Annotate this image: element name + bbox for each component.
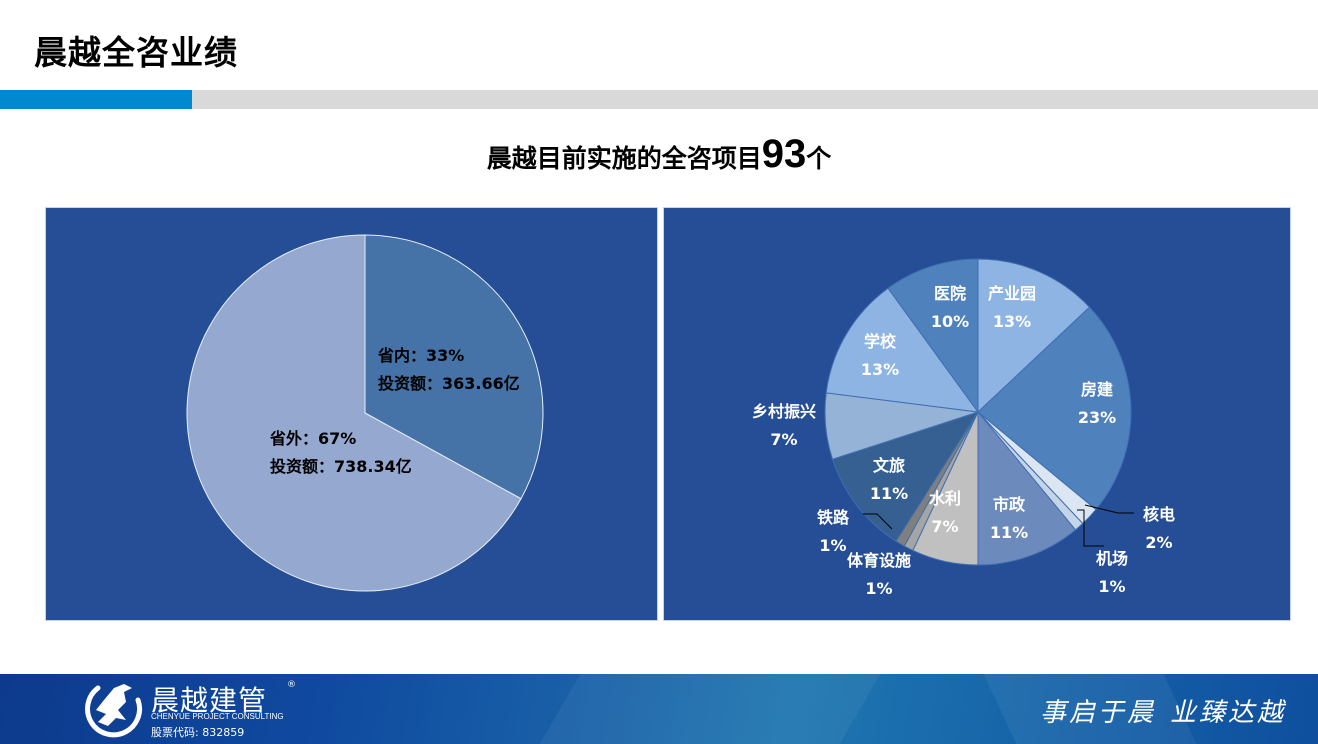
label-学校: 学校 13%: [860, 332, 900, 379]
subtitle-suffix: 个: [806, 144, 832, 173]
page-title: 晨越全咨业绩: [34, 33, 238, 72]
pie-slice-文旅: [831, 411, 980, 542]
title-accent-bar: [0, 90, 192, 109]
pie-slice-医院: [887, 258, 979, 414]
chart-subtitle: 晨越目前实施的全咨项目93个: [0, 132, 1318, 177]
label-医院: 医院 10%: [930, 284, 970, 331]
pie-slice-学校: [825, 287, 980, 413]
label-out-province: 省外：67% 投资额：738.34亿: [270, 425, 412, 481]
label-核电: 核电 2%: [1142, 505, 1175, 552]
label-房建: 房建 23%: [1077, 380, 1117, 427]
company-slogan: 事启于晨 业臻达越: [1040, 698, 1287, 728]
pie-slice-房建: [977, 306, 1132, 511]
pie-slice-产业园: [977, 258, 1091, 414]
pie-slice-省内: [364, 234, 544, 500]
category-pie-chart: [824, 258, 1134, 566]
out-province-share: 省外：67%: [270, 429, 357, 448]
label-铁路: 铁路 1%: [816, 508, 849, 555]
label-体育设施: 体育设施 1%: [846, 551, 911, 598]
label-机场: 机场 1%: [1095, 549, 1128, 596]
subtitle-prefix: 晨越目前实施的全咨项目: [486, 144, 762, 173]
horse-logo-icon: [85, 684, 143, 738]
out-province-investment: 投资额：738.34亿: [270, 457, 412, 476]
label-乡村振兴: 乡村振兴 7%: [751, 402, 816, 449]
registered-mark: ®: [287, 680, 296, 690]
project-count: 93: [761, 132, 807, 176]
province-pie-panel: 省内：33% 投资额：363.66亿 省外：67% 投资额：738.34亿: [46, 208, 657, 620]
province-pie-chart: [186, 234, 544, 592]
title-rule-bar: [192, 90, 1318, 109]
footer-banner: 晨越建管 ® CHENYUE PROJECT CONSULTING 股票代码: …: [0, 674, 1318, 744]
label-水利: 水利 7%: [928, 489, 961, 536]
in-province-investment: 投资额：363.66亿: [378, 374, 520, 393]
category-pie-panel: 产业园 13% 房建 23% 核电 2% 机场 1% 市政 11% 水利 7% 体育设施 1%…: [664, 208, 1290, 620]
company-logo-text: 晨越建管: [151, 684, 268, 717]
company-english-name: CHENYUE PROJECT CONSULTING: [151, 712, 284, 721]
stock-code: 股票代码: 832859: [151, 726, 245, 739]
label-in-province: 省内：33% 投资额：363.66亿: [378, 342, 520, 398]
label-市政: 市政 11%: [989, 495, 1029, 542]
label-产业园: 产业园 13%: [987, 284, 1036, 331]
pie-slice-市政: [977, 410, 1077, 566]
pie-slice-省外: [186, 234, 522, 592]
in-province-share: 省内：33%: [378, 346, 465, 365]
label-文旅: 文旅 11%: [869, 456, 909, 503]
footer-decoration: [539, 674, 881, 744]
